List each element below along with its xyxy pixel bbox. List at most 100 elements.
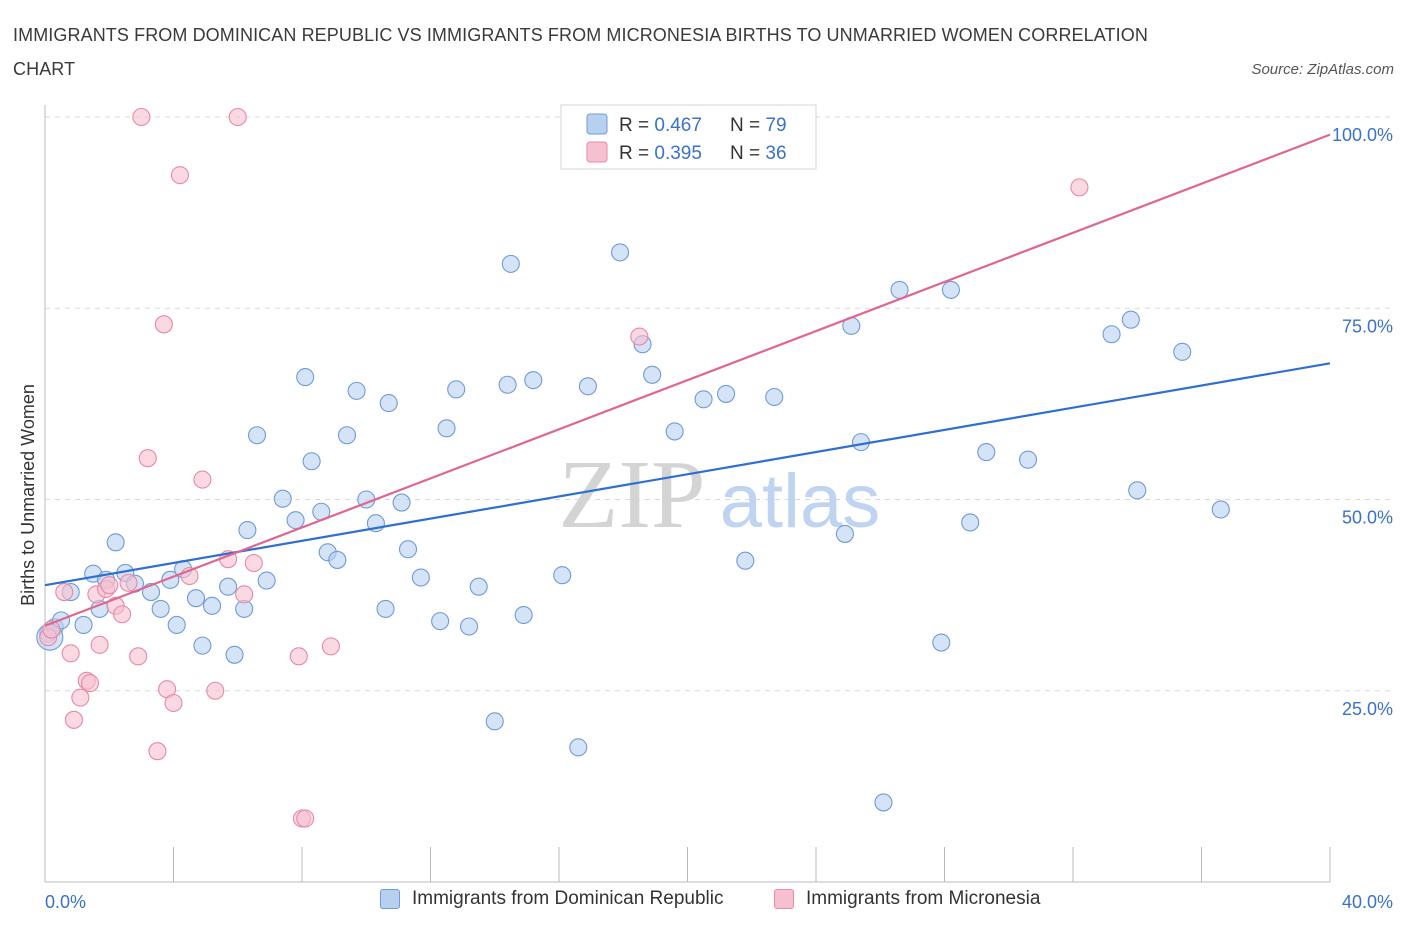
data-point-dominican-republic (610, 243, 630, 262)
data-point-dominican-republic (379, 394, 398, 413)
data-point-micronesia (235, 585, 254, 604)
data-point-dominican-republic (578, 377, 597, 396)
y-tick-label: 75.0% (1342, 316, 1393, 336)
data-point-dominican-republic (203, 596, 222, 615)
data-point-micronesia (289, 647, 308, 666)
legend-blue-r-value: 0.467 (654, 115, 702, 136)
legend-label-micronesia: Immigrants from Micronesia (806, 888, 1041, 909)
data-point-dominican-republic (665, 422, 684, 441)
x-tick-label-min: 0.0% (45, 892, 86, 912)
y-axis-label: Births to Unmarried Women (18, 384, 38, 606)
data-point-dominican-republic (459, 617, 479, 636)
data-point-dominican-republic (1173, 342, 1192, 361)
watermark: ZIP atlas (559, 441, 881, 549)
data-point-dominican-republic (961, 513, 980, 532)
legend-blue-r-label: R = (619, 115, 654, 136)
legend-pink-n-label: N = (730, 143, 765, 164)
data-point-micronesia (296, 809, 315, 828)
data-point-dominican-republic (1121, 310, 1140, 329)
data-point-dominican-republic (437, 419, 456, 438)
data-point-dominican-republic (524, 371, 543, 390)
legend-swatch-blue (380, 889, 400, 909)
data-point-dominican-republic (1018, 450, 1038, 469)
source-note: Source: ZipAtlas.com (1251, 61, 1394, 78)
data-point-dominican-republic (296, 368, 315, 387)
data-point-dominican-republic (431, 612, 450, 631)
y-tick-label: 25.0% (1342, 699, 1393, 719)
svg-text:R = 0.467: R = 0.467 (619, 115, 702, 136)
legend-pink-r-label: R = (619, 143, 654, 164)
data-point-dominican-republic (643, 365, 662, 384)
data-point-dominican-republic (485, 712, 504, 731)
data-point-micronesia (119, 573, 138, 592)
data-point-dominican-republic (347, 381, 366, 400)
legend-item-dominican-republic[interactable]: Immigrants from Dominican Republic (380, 888, 724, 910)
data-point-dominican-republic (569, 738, 588, 757)
data-point-micronesia (164, 693, 183, 713)
legend-blue-n-value: 79 (765, 115, 786, 136)
data-point-dominican-republic (874, 793, 893, 812)
data-point-dominican-republic (851, 433, 871, 452)
data-point-micronesia (71, 688, 90, 707)
data-point-dominican-republic (736, 551, 755, 570)
legend-item-micronesia[interactable]: Immigrants from Micronesia (774, 888, 1040, 910)
data-point-micronesia (1070, 178, 1089, 197)
trend-line-micronesia (44, 133, 1331, 627)
data-point-dominican-republic (392, 493, 411, 512)
data-point-dominican-republic (328, 550, 347, 569)
legend-blue-n-label: N = (730, 115, 765, 136)
data-point-dominican-republic (167, 615, 186, 635)
data-point-micronesia (64, 710, 83, 729)
chart-title: IMMIGRANTS FROM DOMINICAN REPUBLIC VS IM… (13, 25, 1148, 79)
data-point-micronesia (138, 449, 157, 468)
data-point-dominican-republic (553, 566, 572, 585)
data-point-micronesia (113, 605, 132, 624)
data-point-micronesia (132, 107, 151, 127)
data-point-micronesia (193, 470, 212, 489)
data-point-micronesia (80, 674, 100, 693)
data-point-dominican-republic (238, 521, 257, 540)
trend-lines (44, 133, 1331, 627)
legend-top: R = 0.467 N = 79 R = 0.395 N = 36 (560, 104, 817, 170)
data-point-dominican-republic (514, 605, 533, 625)
legend-bottom: Immigrants from Dominican Republic Immig… (0, 888, 1406, 916)
data-point-dominican-republic (106, 533, 125, 552)
data-point-dominican-republic (447, 380, 466, 399)
data-point-dominican-republic (398, 540, 418, 559)
trend-line-dominican-republic (44, 362, 1331, 587)
data-point-micronesia (148, 742, 167, 761)
data-point-dominican-republic (247, 426, 267, 445)
data-point-micronesia (630, 327, 649, 346)
svg-text:N = 36: N = 36 (730, 143, 787, 164)
data-point-dominican-republic (977, 443, 996, 462)
data-point-dominican-republic (219, 577, 238, 596)
data-point-dominican-republic (469, 577, 488, 596)
data-point-dominican-republic (716, 384, 736, 403)
legend-blue-swatch (586, 113, 608, 135)
svg-text:R = 0.395: R = 0.395 (619, 143, 702, 164)
svg-text:N = 79: N = 79 (730, 115, 787, 136)
data-point-dominican-republic (186, 589, 206, 608)
data-point-micronesia (228, 107, 247, 127)
series-micronesia-points (39, 107, 1089, 828)
data-point-dominican-republic (74, 615, 93, 635)
data-point-dominican-republic (941, 280, 960, 299)
legend-pink-n-value: 36 (765, 143, 786, 164)
y-tick-label: 100.0% (1332, 125, 1393, 145)
data-point-micronesia (55, 583, 74, 602)
data-point-dominican-republic (302, 452, 321, 471)
data-point-dominican-republic (273, 489, 292, 508)
data-point-dominican-republic (1211, 500, 1230, 519)
tick-labels: 25.0% 50.0% 75.0% 100.0% 0.0% 40.0% (45, 125, 1393, 912)
axes (44, 105, 1331, 883)
y-tick-label: 50.0% (1342, 508, 1393, 528)
data-point-dominican-republic (411, 568, 430, 587)
data-point-dominican-republic (225, 645, 244, 664)
data-point-micronesia (206, 681, 225, 700)
data-point-dominican-republic (501, 254, 520, 273)
data-point-dominican-republic (151, 599, 170, 618)
data-point-dominican-republic (498, 375, 517, 394)
data-point-dominican-republic (835, 524, 854, 543)
data-point-dominican-republic (193, 636, 212, 655)
